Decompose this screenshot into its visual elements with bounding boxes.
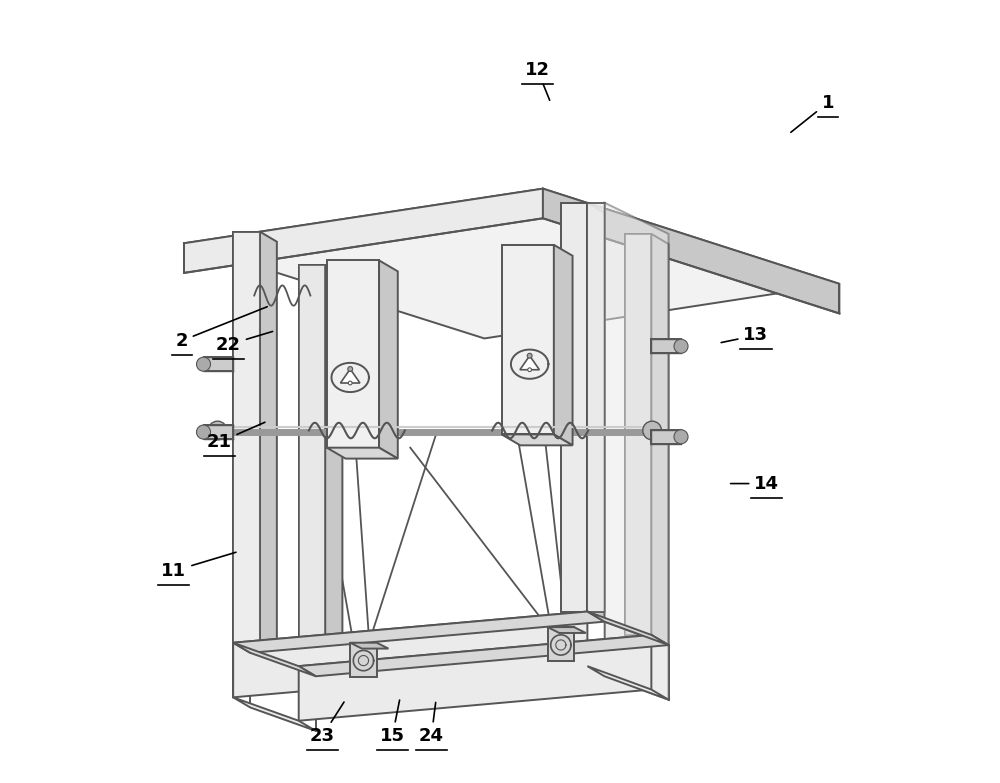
Polygon shape — [561, 203, 587, 612]
Text: 23: 23 — [310, 702, 344, 745]
Polygon shape — [651, 234, 669, 645]
Polygon shape — [184, 189, 839, 338]
Polygon shape — [299, 635, 651, 721]
Text: 13: 13 — [721, 327, 768, 345]
Text: 14: 14 — [731, 474, 779, 493]
Polygon shape — [184, 189, 543, 273]
Polygon shape — [299, 265, 325, 666]
Circle shape — [196, 425, 211, 439]
Circle shape — [208, 421, 227, 440]
Text: 11: 11 — [161, 552, 236, 580]
Polygon shape — [587, 666, 669, 700]
Polygon shape — [587, 203, 605, 622]
Circle shape — [196, 357, 211, 371]
Circle shape — [674, 430, 688, 444]
Polygon shape — [233, 232, 260, 643]
Text: 1: 1 — [791, 94, 834, 132]
Text: 22: 22 — [216, 331, 273, 354]
Polygon shape — [299, 265, 325, 666]
Polygon shape — [625, 234, 651, 635]
Circle shape — [528, 368, 532, 372]
Polygon shape — [350, 643, 377, 677]
Text: 21: 21 — [207, 422, 265, 451]
Polygon shape — [502, 435, 573, 446]
Polygon shape — [605, 203, 669, 645]
Polygon shape — [340, 369, 360, 383]
Polygon shape — [327, 261, 379, 448]
Polygon shape — [548, 627, 574, 662]
Polygon shape — [233, 612, 605, 653]
Polygon shape — [554, 245, 573, 446]
Polygon shape — [520, 355, 539, 370]
Polygon shape — [233, 698, 316, 731]
Circle shape — [674, 339, 688, 353]
Circle shape — [527, 353, 532, 358]
Polygon shape — [651, 430, 681, 444]
Polygon shape — [587, 612, 669, 645]
Polygon shape — [233, 612, 587, 698]
Text: 12: 12 — [525, 61, 550, 100]
Polygon shape — [299, 635, 669, 677]
Circle shape — [643, 421, 662, 440]
Polygon shape — [327, 448, 398, 459]
Polygon shape — [605, 622, 669, 700]
Polygon shape — [543, 189, 839, 313]
Polygon shape — [233, 643, 316, 677]
Polygon shape — [587, 203, 605, 612]
Polygon shape — [502, 245, 554, 435]
Polygon shape — [548, 627, 586, 633]
Text: 24: 24 — [419, 702, 444, 745]
Polygon shape — [325, 265, 342, 677]
Polygon shape — [651, 339, 681, 353]
Polygon shape — [204, 357, 233, 371]
Polygon shape — [350, 643, 388, 648]
Polygon shape — [625, 234, 651, 635]
Text: 15: 15 — [380, 700, 405, 745]
Text: 2: 2 — [175, 307, 267, 350]
Polygon shape — [204, 425, 233, 439]
Polygon shape — [379, 261, 398, 459]
Circle shape — [348, 381, 352, 385]
Polygon shape — [260, 232, 277, 653]
Polygon shape — [233, 232, 260, 643]
Circle shape — [348, 366, 353, 371]
